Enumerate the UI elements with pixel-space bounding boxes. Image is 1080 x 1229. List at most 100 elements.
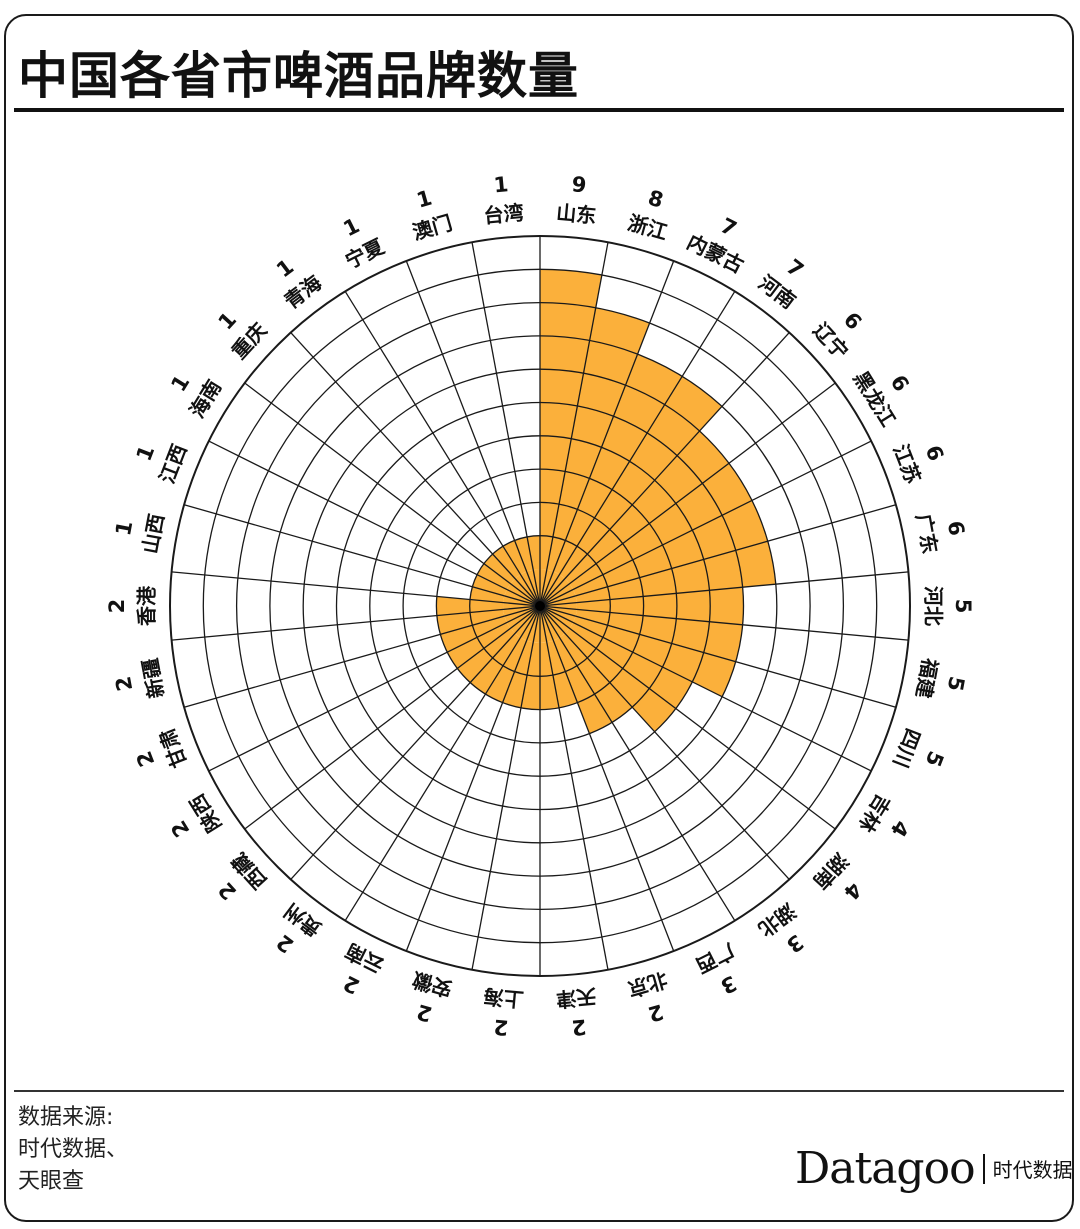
logo-chinese: 时代数据 [992,1158,1073,1182]
grid-spoke [171,605,541,641]
grid-spoke [539,605,909,641]
bars-layer [436,269,776,734]
grid-spoke [208,605,541,772]
value-label: 2 [414,999,435,1026]
category-label: 江西 [155,441,192,487]
value-label: 7 [717,213,741,241]
grid-spoke [171,571,541,607]
grid-spoke [539,291,736,607]
data-source: 数据来源: 时代数据、 天眼查 [18,1102,128,1198]
bar-安徽 [502,640,534,708]
value-label: 2 [272,930,298,958]
category-label: 黑龙江 [849,367,901,431]
bar-西藏 [457,628,516,683]
category-label: 安徽 [409,967,455,1001]
value-label: 1 [493,172,510,197]
value-label: 4 [839,877,867,904]
value-label: 2 [132,748,160,770]
grid-spoke [539,440,872,607]
source-line: 天眼查 [18,1169,85,1194]
value-label: 6 [943,519,969,538]
grid-spoke [405,260,541,607]
grid-spoke [208,440,541,607]
grid-layer [169,235,911,977]
value-label: 7 [782,254,808,282]
category-label: 河北 [922,586,946,626]
bar-湖南 [564,628,676,732]
value-label: 2 [340,971,364,999]
value-label: 1 [272,254,298,282]
bar-重庆 [483,554,516,584]
category-label: 新疆 [138,656,169,700]
value-label: 5 [921,748,949,770]
page-title: 中国各省市啤酒品牌数量 [18,47,579,105]
bar-甘肃 [440,616,507,653]
category-label: 上海 [483,984,525,1012]
value-label: 1 [340,213,364,241]
value-label: 5 [951,599,975,614]
grid-spoke [539,605,609,970]
value-label: 1 [214,308,242,335]
value-label: 1 [111,519,137,538]
card-frame [4,14,1074,1222]
bar-辽宁 [564,431,729,584]
grid-spoke [244,605,541,830]
logo-wordmark: Datagoo [795,1143,976,1194]
center-dot [535,601,545,611]
category-label: 台湾 [483,200,525,228]
bar-江苏 [573,500,768,596]
value-label: 6 [886,371,914,396]
source-line: 数据来源: [18,1105,114,1130]
bar-陕西 [447,622,511,669]
bar-福建 [575,609,743,662]
bar-江西 [472,574,507,596]
category-label: 广西 [692,939,739,978]
bar-河北 [576,587,744,625]
grid-spoke [290,605,541,880]
bar-山东 [540,269,602,570]
value-label: 6 [839,308,867,335]
grid-spoke [290,332,541,607]
bar-黑龙江 [569,463,752,590]
value-label: 2 [571,1015,588,1040]
category-label: 四川 [889,725,926,771]
category-label: 天津 [555,984,597,1012]
category-label: 浙江 [625,211,670,245]
bar-青海 [492,546,521,579]
grid-spoke [539,605,872,772]
brand-logo: Datagoo 时代数据 [795,1143,1073,1194]
grid-spoke [405,605,541,952]
category-label: 澳门 [410,211,455,245]
value-label: 1 [166,371,194,396]
value-label: 2 [105,599,129,614]
category-label: 北京 [625,967,670,1001]
category-label: 广东 [911,512,942,556]
bar-浙江 [546,307,650,572]
grid-spoke [539,605,736,921]
bar-广东 [575,541,776,603]
grid-spoke [539,242,609,607]
value-label: 3 [717,971,741,999]
bar-河南 [559,376,722,579]
bar-宁夏 [502,540,527,575]
value-label: 2 [166,816,194,841]
grid-spoke [471,605,541,970]
grid-spoke [244,382,541,607]
grid-spoke [539,571,909,607]
bar-海南 [477,563,511,590]
value-label: 2 [111,674,137,693]
bar-湖北 [559,633,633,723]
bar-台湾 [527,535,540,570]
category-label: 山西 [138,512,169,556]
source-line: 时代数据、 [18,1137,129,1162]
grid-spoke [183,605,541,708]
grid-spoke [539,605,897,708]
grid-spoke [539,605,675,952]
value-label: 8 [645,186,666,213]
grid-spoke [539,605,836,830]
value-label: 3 [782,930,808,958]
grid-spoke [539,504,897,607]
category-label: 山东 [555,200,597,228]
bar-云南 [485,637,527,703]
category-label: 甘肃 [155,725,192,771]
